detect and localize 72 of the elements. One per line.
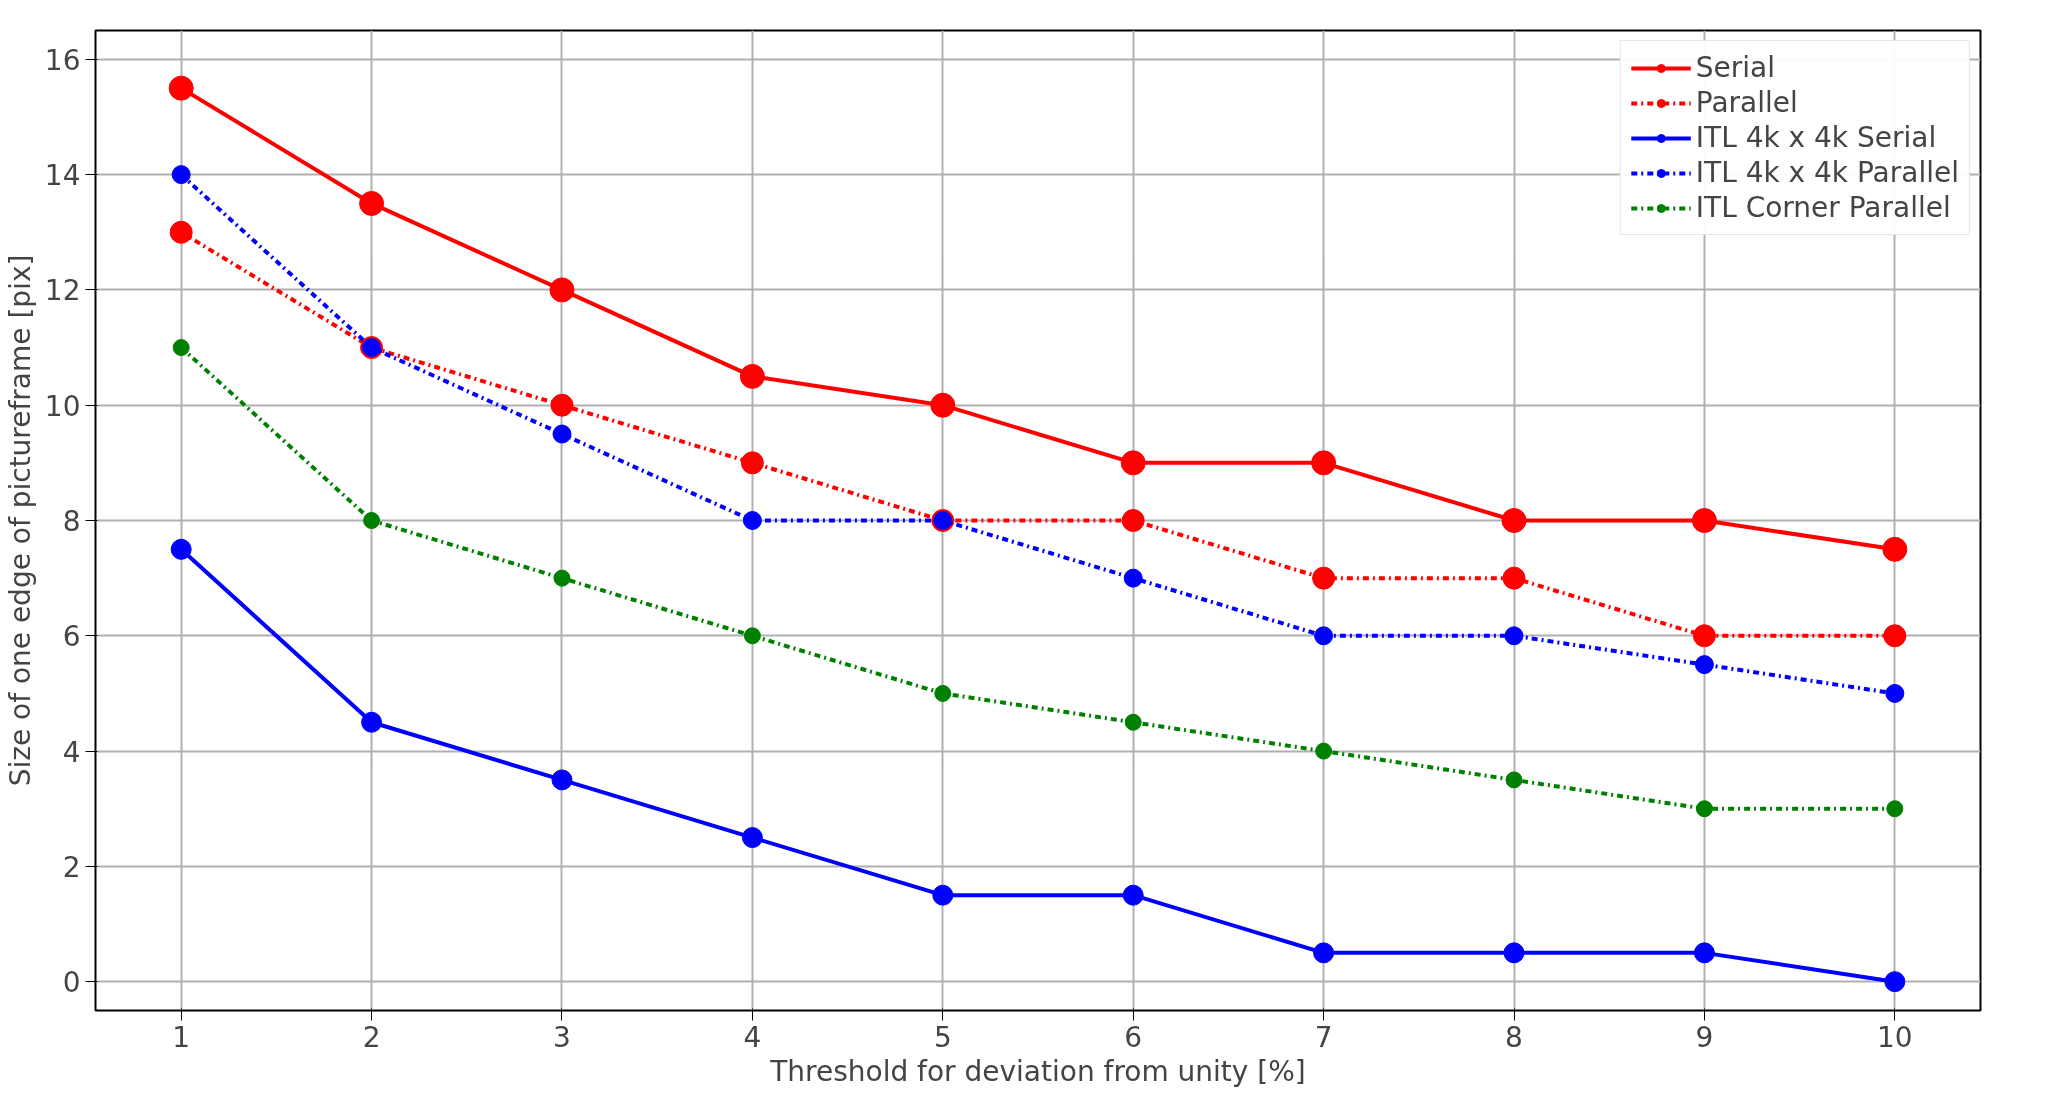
x-tick-label: 5 bbox=[933, 1020, 952, 1054]
point bbox=[552, 424, 572, 444]
point bbox=[170, 538, 192, 560]
point bbox=[551, 769, 573, 791]
point bbox=[1884, 971, 1906, 993]
point bbox=[553, 569, 571, 587]
point bbox=[743, 627, 761, 645]
point bbox=[1502, 566, 1526, 590]
x-tick-label: 10 bbox=[1877, 1020, 1913, 1054]
point bbox=[1314, 626, 1334, 646]
point bbox=[932, 884, 954, 906]
point bbox=[171, 165, 191, 185]
x-tick-label: 2 bbox=[362, 1020, 381, 1054]
point bbox=[1315, 742, 1333, 760]
point bbox=[550, 393, 574, 417]
point bbox=[169, 220, 193, 244]
point bbox=[172, 339, 190, 357]
point bbox=[1882, 536, 1908, 562]
point bbox=[549, 277, 575, 303]
point bbox=[930, 392, 956, 418]
x-tick-label: 8 bbox=[1505, 1020, 1523, 1054]
point bbox=[1693, 942, 1715, 964]
point bbox=[1504, 626, 1524, 646]
point bbox=[1123, 568, 1143, 588]
x-tick-label: 3 bbox=[553, 1020, 571, 1054]
x-axis-title: Threshold for deviation from unity [%] bbox=[769, 1054, 1306, 1088]
y-axis-title: Size of one edge of pictureframe [pix] bbox=[3, 254, 37, 787]
x-tick-label: 6 bbox=[1124, 1020, 1143, 1054]
x-tick-label: 7 bbox=[1314, 1020, 1333, 1054]
point bbox=[359, 190, 385, 216]
point bbox=[361, 711, 383, 733]
y-tick-label: 2 bbox=[62, 850, 81, 884]
point bbox=[1885, 683, 1905, 703]
x-tick-label: 9 bbox=[1695, 1020, 1714, 1054]
point bbox=[934, 684, 952, 702]
point bbox=[1691, 508, 1717, 533]
point bbox=[363, 512, 381, 529]
point bbox=[1883, 624, 1907, 648]
y-tick-label: 0 bbox=[62, 966, 81, 1000]
point bbox=[1313, 942, 1335, 964]
point bbox=[1886, 800, 1904, 818]
legend-label: Parallel bbox=[1695, 86, 1798, 119]
point bbox=[1694, 655, 1714, 675]
y-tick-label: 10 bbox=[44, 389, 81, 423]
point bbox=[168, 75, 194, 101]
y-tick-label: 14 bbox=[44, 159, 81, 193]
point bbox=[740, 451, 764, 475]
point bbox=[1311, 450, 1337, 476]
point bbox=[1695, 800, 1713, 818]
y-tick-label: 16 bbox=[44, 43, 81, 77]
x-tick-label: 4 bbox=[743, 1020, 762, 1054]
legend-label: ITL Corner Parallel bbox=[1695, 191, 1951, 224]
point bbox=[1124, 713, 1142, 731]
point bbox=[1501, 508, 1527, 533]
point bbox=[739, 363, 765, 389]
y-tick-label: 8 bbox=[62, 505, 81, 538]
point bbox=[1120, 450, 1146, 476]
point bbox=[1312, 566, 1336, 590]
point bbox=[1121, 509, 1145, 532]
point bbox=[1122, 884, 1144, 906]
y-tick-label: 4 bbox=[62, 735, 81, 769]
point bbox=[741, 827, 763, 849]
point bbox=[1692, 624, 1716, 648]
legend-label: Serial bbox=[1695, 51, 1776, 84]
point bbox=[1503, 942, 1525, 964]
point bbox=[1505, 771, 1523, 789]
legend-label: ITL 4k x 4k Parallel bbox=[1695, 156, 1959, 189]
x-tick-label: 1 bbox=[172, 1020, 191, 1054]
y-tick-label: 6 bbox=[62, 620, 81, 654]
y-tick-label: 12 bbox=[44, 274, 81, 308]
point bbox=[742, 511, 762, 530]
legend-label: ITL 4k x 4k Serial bbox=[1695, 121, 1937, 154]
